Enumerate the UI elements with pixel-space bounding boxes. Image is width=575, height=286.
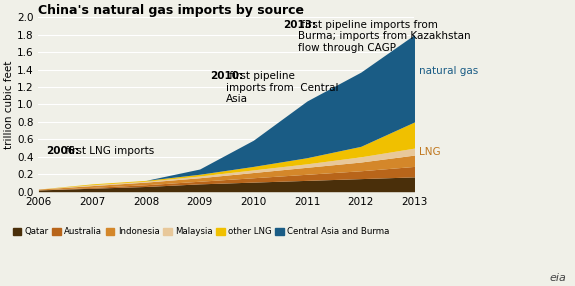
Text: 2010:: 2010: (210, 71, 243, 81)
Text: LNG: LNG (419, 146, 440, 156)
Y-axis label: trillion cubic feet: trillion cubic feet (4, 60, 14, 149)
Text: first LNG imports: first LNG imports (62, 146, 154, 156)
Text: 2013:: 2013: (283, 20, 316, 30)
Text: China's natural gas imports by source: China's natural gas imports by source (39, 4, 304, 17)
Text: eia: eia (550, 273, 566, 283)
Legend: Qatar, Australia, Indonesia, Malaysia, other LNG, Central Asia and Burma: Qatar, Australia, Indonesia, Malaysia, o… (13, 227, 390, 237)
Text: first pipeline imports from
Burma; imports from Kazakhstan
flow through CAGP: first pipeline imports from Burma; impor… (298, 20, 471, 53)
Text: 2006:: 2006: (47, 146, 79, 156)
Text: natural gas: natural gas (419, 66, 478, 76)
Text: first pipeline
imports from  Central
Asia: first pipeline imports from Central Asia (226, 71, 339, 104)
